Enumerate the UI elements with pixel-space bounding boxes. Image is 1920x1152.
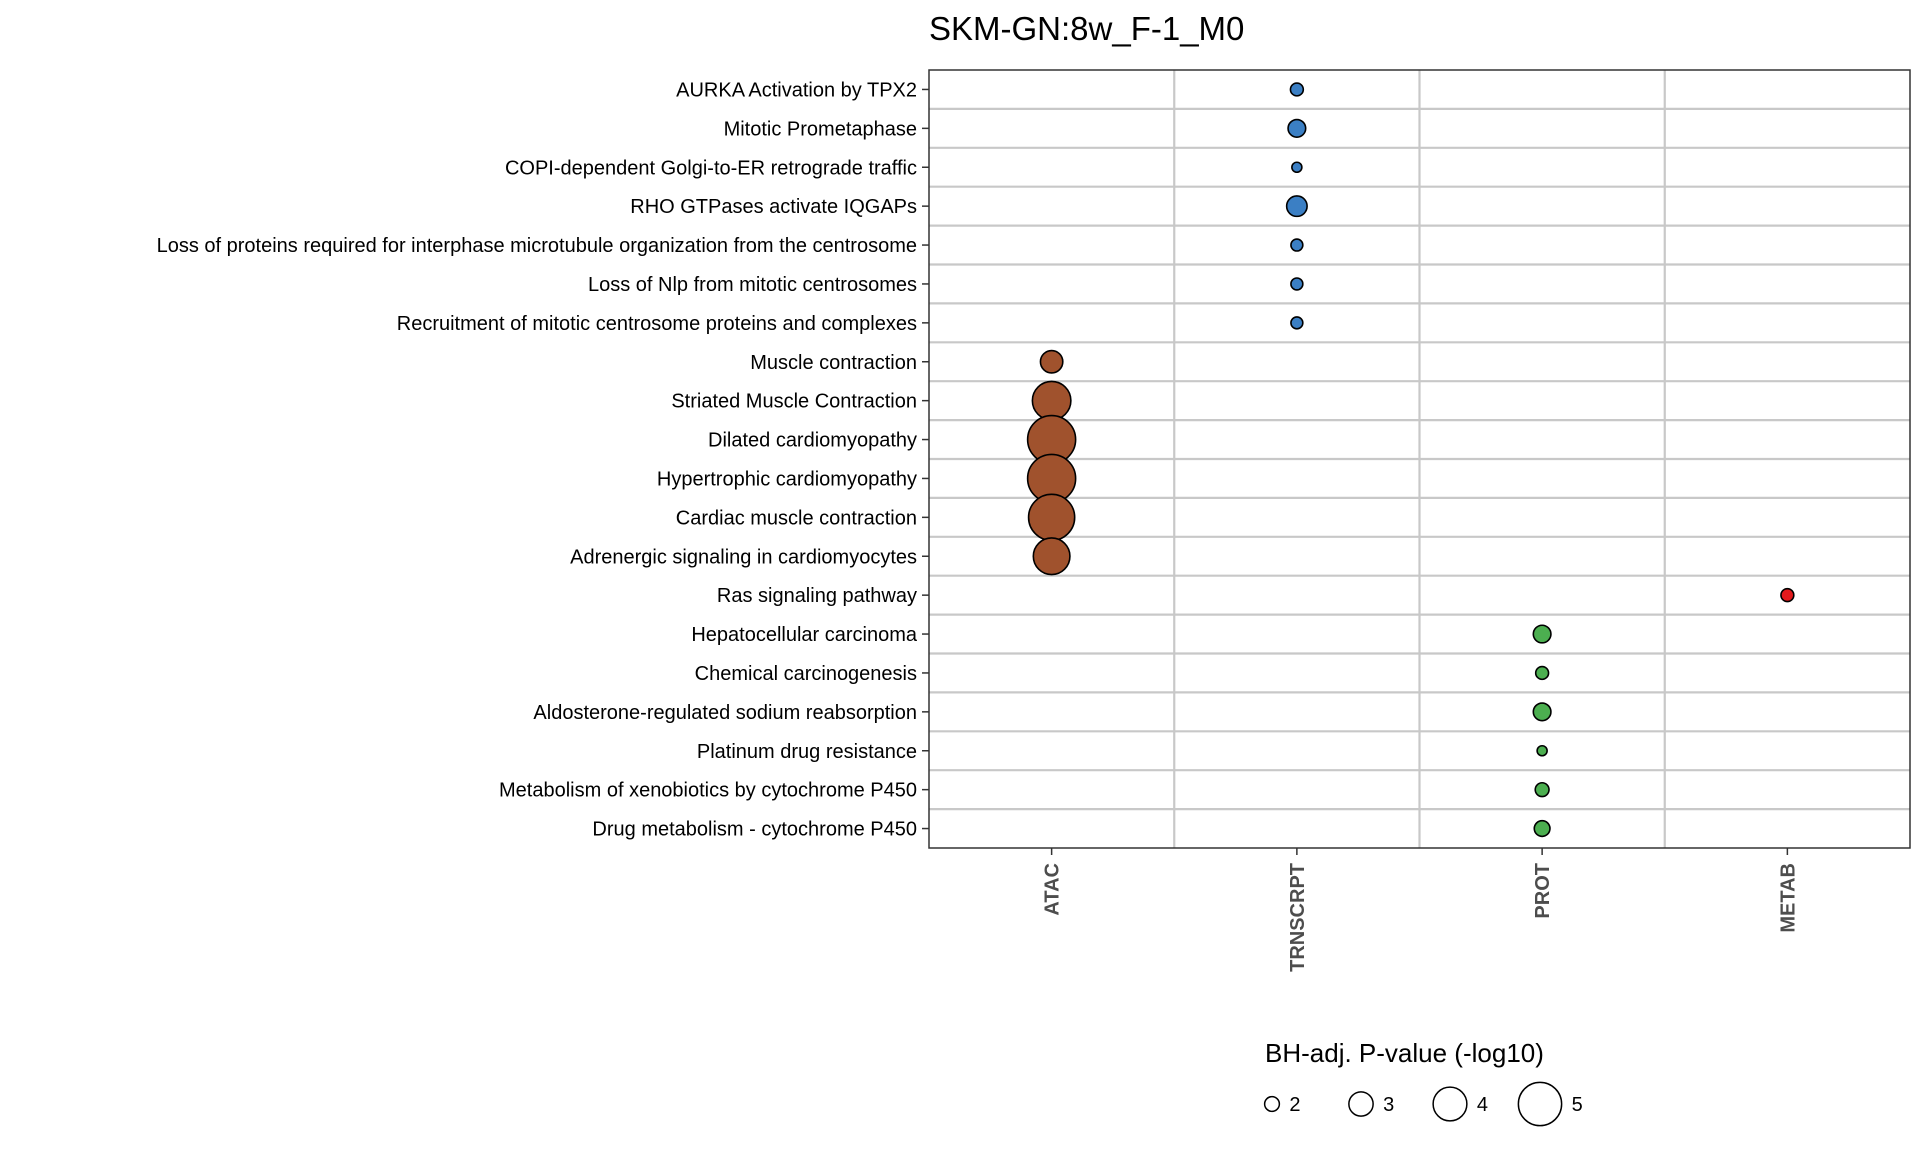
legend-size-key [1348, 1091, 1374, 1117]
legend-size-label: 5 [1572, 1094, 1583, 1116]
x-tick-label: TRNSCRPT [1287, 863, 1309, 972]
data-point [1039, 349, 1064, 374]
y-tick-label: Chemical carcinogenesis [695, 663, 917, 685]
y-tick-label: Dilated cardiomyopathy [708, 430, 917, 452]
grid-lines [929, 70, 1910, 848]
legend-title: BH-adj. P-value (-log10) [1265, 1038, 1544, 1068]
y-tick-label: COPI-dependent Golgi-to-ER retrograde tr… [505, 157, 917, 179]
size-legend: 2 3 4 5 [1263, 1081, 1583, 1127]
category-labels: AURKA Activation by TPX2 Mitotic Prometap… [157, 79, 929, 841]
y-tick-label: Aldosterone-regulated sodium reabsorptio… [533, 702, 917, 724]
data-points [1026, 82, 1795, 838]
data-point [1780, 587, 1795, 603]
data-point [1536, 744, 1548, 757]
data-point [1533, 819, 1551, 838]
y-tick-label: Cardiac muscle contraction [676, 507, 917, 529]
data-point [1532, 702, 1552, 722]
x-tick-label: PROT [1532, 863, 1554, 919]
panel-border [928, 69, 1911, 849]
chart-title: SKM-GN:8w_F-1_M0 [929, 10, 1244, 47]
data-point [1032, 537, 1071, 576]
y-tick-label: Recruitment of mitotic centrosome protei… [397, 313, 917, 335]
legend-size-key [1263, 1095, 1281, 1113]
legend-size-key [1517, 1081, 1563, 1127]
data-point [1289, 82, 1305, 97]
y-tick-label: RHO GTPases activate IQGAPs [630, 196, 917, 218]
y-tick-label: Drug metabolism - cytochrome P450 [592, 819, 917, 841]
y-tick-label: Adrenergic signaling in cardiomyocytes [570, 546, 917, 568]
y-tick-label: Metabolism of xenobiotics by cytochrome … [499, 780, 917, 802]
y-tick-label: Loss of proteins required for interphase… [157, 235, 917, 257]
data-point [1290, 238, 1304, 252]
data-point [1534, 665, 1550, 681]
data-point [1287, 118, 1307, 138]
data-point [1532, 624, 1552, 644]
y-tick-label: Ras signaling pathway [717, 585, 917, 607]
data-point [1031, 380, 1072, 421]
data-point [1290, 277, 1304, 291]
y-tick-label: Striated Muscle Contraction [671, 391, 917, 413]
x-tick-label: ATAC [1042, 863, 1064, 916]
legend-size-label: 4 [1477, 1094, 1488, 1116]
y-tick-label: Muscle contraction [750, 352, 917, 374]
y-tick-label: AURKA Activation by TPX2 [676, 79, 917, 101]
y-tick-label: Hepatocellular carcinoma [691, 624, 918, 646]
data-point [1285, 195, 1308, 218]
legend-size-label: 2 [1289, 1094, 1300, 1116]
data-point [1290, 316, 1304, 330]
legend-size-label: 3 [1383, 1094, 1394, 1116]
x-tick-label: METAB [1777, 863, 1799, 933]
y-tick-label: Platinum drug resistance [697, 741, 917, 763]
data-point [1027, 493, 1076, 542]
y-tick-label: Mitotic Prometaphase [724, 118, 917, 140]
y-tick-label: Loss of Nlp from mitotic centrosomes [588, 274, 917, 296]
legend-size-key [1432, 1086, 1468, 1122]
group-labels: ATAC TRNSCRPT PROT METAB [1042, 848, 1799, 972]
y-tick-label: Hypertrophic cardiomyopathy [657, 468, 917, 490]
data-point [1291, 161, 1303, 174]
data-point [1534, 781, 1550, 798]
